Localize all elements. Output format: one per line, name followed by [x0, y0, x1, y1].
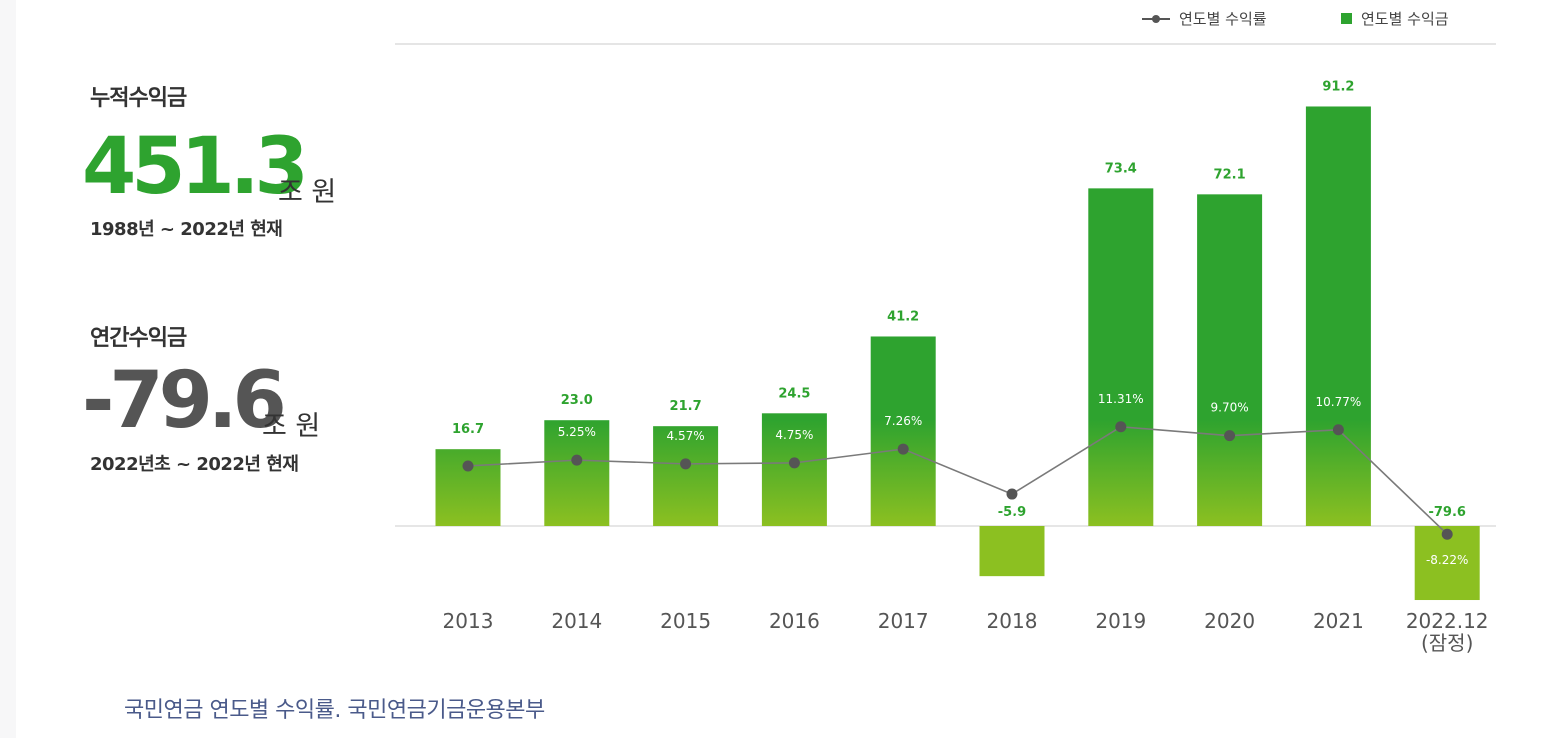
bar-7	[1197, 194, 1263, 526]
bar-2	[653, 426, 719, 526]
rate-point	[462, 460, 474, 472]
caption: 국민연금 연도별 수익률. 국민연금기금운용본부	[124, 698, 545, 723]
rate-label: 9.70%	[1211, 401, 1249, 415]
bar-6	[1088, 188, 1154, 527]
bar-5	[979, 526, 1045, 577]
rate-point	[1115, 421, 1127, 433]
category-label: 2018	[987, 609, 1038, 633]
category-label: 2020	[1204, 609, 1255, 633]
category-label: 2021	[1313, 609, 1364, 633]
cumulative-label: 누적수익금	[90, 86, 187, 111]
rate-label: 4.19%	[449, 431, 487, 445]
annual-label: 연간수익금	[90, 326, 187, 351]
rate-label: 11.31%	[1098, 392, 1144, 406]
rate-point	[1332, 424, 1344, 436]
bar-value-label: 91.2	[1322, 79, 1354, 94]
category-label: 2022.12	[1406, 609, 1489, 633]
chart-plot: 16.7 2013 4.19% 23.0 2014 5.25% 21.7 2015 4.57% 2…	[395, 43, 1496, 655]
rate-point	[788, 457, 800, 469]
bar-8	[1305, 106, 1371, 526]
cumulative-unit: 조 원	[278, 177, 337, 208]
category-label: 2019	[1095, 609, 1146, 633]
category-label: 2015	[660, 609, 711, 633]
cumulative-value: 451.3	[82, 122, 309, 212]
bar-4	[870, 336, 936, 526]
rate-label: 5.25%	[558, 425, 596, 439]
legend-label-profit: 연도별 수익금	[1361, 10, 1449, 28]
category-label: (잠정)	[1421, 631, 1473, 655]
bar-value-label: 16.7	[452, 422, 484, 437]
category-label: 2014	[551, 609, 602, 633]
legend-item-profit: 연도별 수익금	[1341, 8, 1449, 29]
rate-point	[1006, 488, 1018, 500]
legend-label-rate: 연도별 수익률	[1179, 10, 1267, 28]
rate-label: -8.22%	[1426, 553, 1468, 567]
rate-label: 7.26%	[884, 414, 922, 428]
bar-value-label: 73.4	[1105, 161, 1137, 176]
category-label: 2017	[878, 609, 929, 633]
bar-value-label: -79.6	[1428, 505, 1465, 520]
rate-point	[680, 458, 692, 470]
bar-3	[761, 413, 827, 526]
bar-value-label: 23.0	[561, 393, 593, 408]
rate-point	[1224, 430, 1236, 442]
bar-value-label: -5.9	[998, 505, 1026, 520]
rate-label: -0.92%	[991, 513, 1033, 527]
rate-point	[897, 443, 909, 455]
cumulative-period: 1988년 ~ 2022년 현재	[90, 219, 283, 240]
square-marker-icon	[1341, 13, 1352, 24]
category-label: 2016	[769, 609, 820, 633]
bar-value-label: 72.1	[1214, 167, 1246, 182]
rate-line	[467, 425, 1448, 535]
rate-label: 4.57%	[667, 429, 705, 443]
legend-item-rate: 연도별 수익률	[1141, 8, 1267, 29]
rate-point	[1441, 528, 1453, 540]
category-label: 2013	[443, 609, 494, 633]
rate-label: 4.75%	[775, 428, 813, 442]
line-marker-icon	[1142, 14, 1170, 23]
annual-period: 2022년초 ~ 2022년 현재	[90, 454, 299, 475]
rate-label: 10.77%	[1316, 395, 1362, 409]
bar-value-label: 21.7	[670, 399, 702, 414]
rate-point	[571, 454, 583, 466]
bar-1	[544, 420, 610, 526]
annual-unit: 조 원	[262, 411, 321, 442]
chart-card: 누적수익금 451.3 조 원 1988년 ~ 2022년 현재 연간수익금 -…	[16, 0, 1541, 738]
bar-value-label: 41.2	[887, 309, 919, 324]
annual-value: -79.6	[82, 356, 287, 446]
bar-value-label: 24.5	[778, 386, 810, 401]
